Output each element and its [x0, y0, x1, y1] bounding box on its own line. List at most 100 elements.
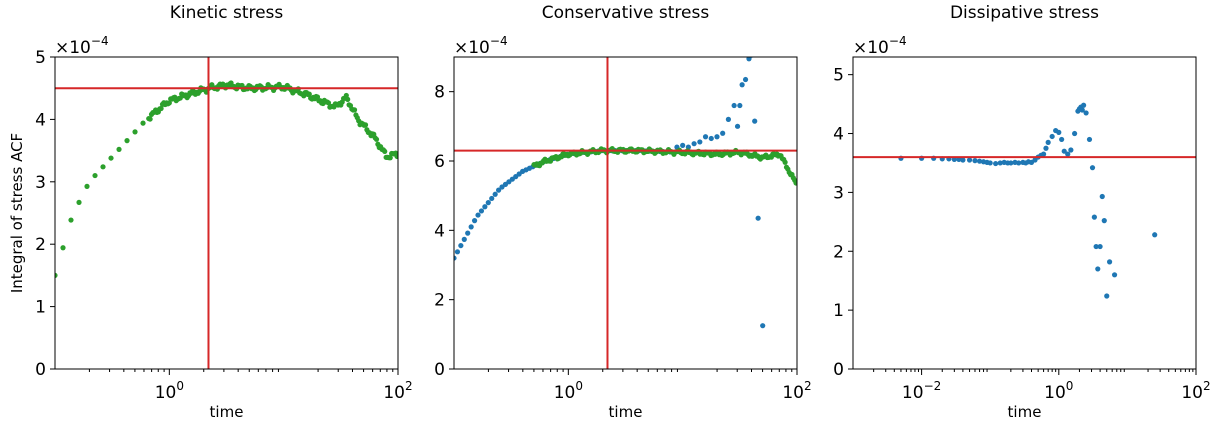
data-point — [489, 195, 495, 202]
y-multiplier-exponent: −4 — [490, 34, 508, 48]
data-point — [471, 218, 478, 224]
data-point — [147, 116, 153, 122]
x-tick-label: 100 — [1044, 379, 1073, 403]
x-tick-exponent: 0 — [176, 379, 184, 393]
series-2 — [531, 145, 797, 186]
data-point — [60, 245, 66, 251]
data-point — [739, 82, 745, 88]
data-point — [485, 200, 491, 206]
data-point — [1016, 160, 1022, 166]
x-tick-label: 102 — [1181, 379, 1210, 403]
x-tick-exponent: 2 — [804, 379, 812, 393]
y-tick-label: 1 — [833, 301, 844, 321]
x-axis-label: time — [210, 403, 244, 421]
x-tick-base: 10 — [1181, 383, 1203, 403]
data-point — [351, 107, 358, 113]
y-tick-label: 4 — [35, 110, 46, 130]
y-multiplier-base: ×10 — [853, 38, 889, 58]
data-point — [731, 102, 737, 109]
data-point — [454, 255, 457, 261]
x-tick-label: 102 — [782, 379, 811, 403]
data-point — [1059, 136, 1065, 143]
x-tick-base: 10 — [782, 383, 804, 403]
chart-title: Kinetic stress — [170, 3, 284, 23]
data-point — [1099, 193, 1105, 200]
data-point — [454, 249, 461, 255]
data-point — [976, 158, 983, 164]
data-point — [720, 130, 726, 136]
data-point — [362, 122, 369, 128]
x-tick-base: 10 — [155, 383, 177, 403]
data-point — [465, 230, 471, 236]
y-multiplier-exponent: −4 — [889, 34, 907, 48]
x-tick-exponent: −2 — [924, 379, 942, 393]
data-point — [987, 160, 993, 166]
data-point — [746, 57, 752, 62]
x-tick-base: 10 — [554, 383, 576, 403]
data-point — [734, 123, 741, 129]
data-point — [793, 180, 797, 186]
data-point — [100, 164, 106, 170]
x-tick-exponent: 2 — [405, 379, 413, 393]
data-point — [461, 236, 467, 242]
data-point — [76, 199, 82, 205]
data-point — [158, 105, 164, 112]
data-point — [387, 155, 393, 161]
x-tick-exponent: 0 — [1066, 379, 1074, 393]
x-tick-label: 102 — [383, 379, 412, 403]
data-point — [737, 102, 743, 109]
data-point — [68, 217, 74, 223]
data-point — [1101, 218, 1107, 224]
data-point — [956, 156, 962, 163]
data-point — [1079, 107, 1085, 113]
y-tick-label: 2 — [434, 291, 445, 311]
data-point — [394, 153, 398, 160]
data-point — [1065, 151, 1071, 157]
y-tick-label: 2 — [833, 242, 844, 262]
data-point — [92, 172, 98, 179]
data-point — [1008, 160, 1014, 166]
y-tick-label: 0 — [833, 360, 844, 380]
data-point — [306, 91, 312, 97]
y-tick-label: 6 — [434, 152, 445, 172]
y-tick-label: 4 — [833, 125, 844, 145]
data-point — [1091, 214, 1097, 220]
data-point — [1152, 232, 1158, 238]
data-point — [1095, 266, 1101, 272]
data-point — [752, 118, 758, 124]
y-tick-label: 8 — [434, 83, 445, 103]
x-tick-label: 100 — [554, 379, 583, 403]
y-tick-label: 3 — [833, 183, 844, 203]
data-point — [478, 208, 485, 214]
data-point — [475, 212, 481, 218]
y-axis-multiplier: ×10−4 — [454, 34, 508, 58]
data-point — [1093, 243, 1099, 250]
data-point — [373, 136, 380, 142]
data-point — [1097, 243, 1103, 250]
chart-title: Dissipative stress — [950, 3, 1099, 23]
data-point — [702, 134, 709, 140]
data-point — [708, 135, 714, 142]
data-point — [1068, 147, 1074, 153]
data-point — [960, 157, 966, 163]
data-point — [691, 141, 697, 147]
series-1 — [55, 80, 398, 278]
data-point — [951, 156, 957, 163]
x-tick-exponent: 2 — [1203, 379, 1211, 393]
data-point — [84, 183, 90, 189]
data-point — [742, 76, 749, 83]
y-multiplier-exponent: −4 — [91, 34, 109, 48]
plot-frame — [54, 56, 399, 370]
plot-frame — [852, 56, 1197, 370]
x-axis-label: time — [609, 403, 643, 421]
plot-frame — [453, 56, 798, 370]
data-point — [755, 215, 761, 221]
data-point — [1049, 133, 1055, 140]
data-point — [345, 96, 351, 102]
x-tick-label: 10−2 — [902, 379, 941, 403]
y-axis-multiplier: ×10−4 — [853, 34, 907, 58]
data-point — [492, 191, 498, 197]
data-point — [482, 204, 488, 210]
data-point — [972, 158, 978, 164]
